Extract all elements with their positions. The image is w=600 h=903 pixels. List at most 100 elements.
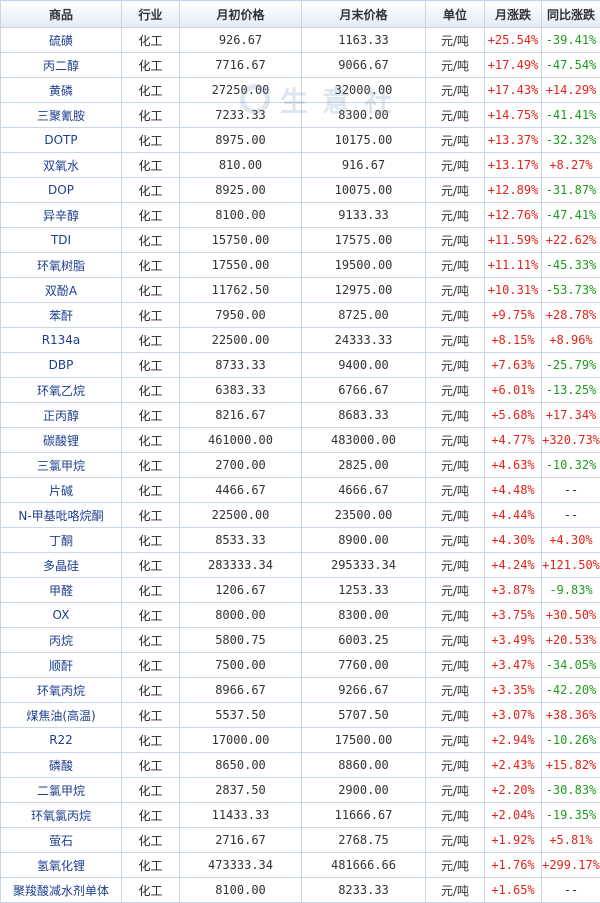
product-name-cell[interactable]: 双氧水 bbox=[1, 153, 122, 178]
product-name-cell[interactable]: DBP bbox=[1, 353, 122, 378]
header-row: 商品 行业 月初价格 月末价格 单位 月涨跌 同比涨跌 bbox=[1, 1, 600, 28]
product-name-cell[interactable]: 正丙醇 bbox=[1, 403, 122, 428]
yoy-change-cell: -47.41% bbox=[542, 203, 600, 228]
product-name-cell[interactable]: OX bbox=[1, 603, 122, 628]
end-price-cell: 19500.00 bbox=[302, 253, 426, 278]
start-price-cell: 2837.50 bbox=[180, 778, 302, 803]
product-name-cell[interactable]: N-甲基吡咯烷酮 bbox=[1, 503, 122, 528]
col-header-product[interactable]: 商品 bbox=[1, 1, 122, 28]
end-price-cell: 295333.34 bbox=[302, 553, 426, 578]
start-price-cell: 5537.50 bbox=[180, 703, 302, 728]
unit-cell: 元/吨 bbox=[426, 453, 485, 478]
product-name-cell[interactable]: 甲醛 bbox=[1, 578, 122, 603]
industry-cell: 化工 bbox=[122, 478, 180, 503]
unit-cell: 元/吨 bbox=[426, 603, 485, 628]
yoy-change-cell: +28.78% bbox=[542, 303, 600, 328]
unit-cell: 元/吨 bbox=[426, 78, 485, 103]
unit-cell: 元/吨 bbox=[426, 278, 485, 303]
unit-cell: 元/吨 bbox=[426, 653, 485, 678]
start-price-cell: 11762.50 bbox=[180, 278, 302, 303]
yoy-change-cell: +14.29% bbox=[542, 78, 600, 103]
yoy-change-cell: -39.41% bbox=[542, 28, 600, 53]
start-price-cell: 283333.34 bbox=[180, 553, 302, 578]
product-name-cell[interactable]: 环氧丙烷 bbox=[1, 678, 122, 703]
product-name-cell[interactable]: 三聚氰胺 bbox=[1, 103, 122, 128]
industry-cell: 化工 bbox=[122, 178, 180, 203]
product-name-cell[interactable]: 丁酮 bbox=[1, 528, 122, 553]
end-price-cell: 32000.00 bbox=[302, 78, 426, 103]
end-price-cell: 8300.00 bbox=[302, 103, 426, 128]
product-name-cell[interactable]: 异辛醇 bbox=[1, 203, 122, 228]
yoy-change-cell: +5.81% bbox=[542, 828, 600, 853]
end-price-cell: 916.67 bbox=[302, 153, 426, 178]
unit-cell: 元/吨 bbox=[426, 178, 485, 203]
monthly-change-cell: +3.07% bbox=[485, 703, 542, 728]
unit-cell: 元/吨 bbox=[426, 728, 485, 753]
yoy-change-cell: -19.35% bbox=[542, 803, 600, 828]
product-name-cell[interactable]: TDI bbox=[1, 228, 122, 253]
col-header-yoy-change[interactable]: 同比涨跌 bbox=[542, 1, 600, 28]
product-name-cell[interactable]: 顺酐 bbox=[1, 653, 122, 678]
product-name-cell[interactable]: DOP bbox=[1, 178, 122, 203]
product-name-cell[interactable]: 多晶硅 bbox=[1, 553, 122, 578]
yoy-change-cell: +320.73% bbox=[542, 428, 600, 453]
product-name-cell[interactable]: 片碱 bbox=[1, 478, 122, 503]
unit-cell: 元/吨 bbox=[426, 503, 485, 528]
industry-cell: 化工 bbox=[122, 278, 180, 303]
col-header-monthly-change[interactable]: 月涨跌 bbox=[485, 1, 542, 28]
yoy-change-cell: +30.50% bbox=[542, 603, 600, 628]
col-header-unit[interactable]: 单位 bbox=[426, 1, 485, 28]
monthly-change-cell: +5.68% bbox=[485, 403, 542, 428]
product-name-cell[interactable]: 煤焦油(高温) bbox=[1, 703, 122, 728]
end-price-cell: 5707.50 bbox=[302, 703, 426, 728]
unit-cell: 元/吨 bbox=[426, 678, 485, 703]
product-name-cell[interactable]: 三氯甲烷 bbox=[1, 453, 122, 478]
monthly-change-cell: +7.63% bbox=[485, 353, 542, 378]
monthly-change-cell: +13.17% bbox=[485, 153, 542, 178]
start-price-cell: 22500.00 bbox=[180, 503, 302, 528]
product-name-cell[interactable]: 苯酐 bbox=[1, 303, 122, 328]
product-name-cell[interactable]: 氢氧化锂 bbox=[1, 853, 122, 878]
product-name-cell[interactable]: 双酚A bbox=[1, 278, 122, 303]
industry-cell: 化工 bbox=[122, 103, 180, 128]
product-name-cell[interactable]: 环氧氯丙烷 bbox=[1, 803, 122, 828]
product-name-cell[interactable]: 环氧乙烷 bbox=[1, 378, 122, 403]
yoy-change-cell: -10.32% bbox=[542, 453, 600, 478]
product-name-cell[interactable]: 碳酸锂 bbox=[1, 428, 122, 453]
product-name-cell[interactable]: 丙烷 bbox=[1, 628, 122, 653]
start-price-cell: 8966.67 bbox=[180, 678, 302, 703]
start-price-cell: 7233.33 bbox=[180, 103, 302, 128]
industry-cell: 化工 bbox=[122, 328, 180, 353]
product-name-cell[interactable]: 萤石 bbox=[1, 828, 122, 853]
product-name-cell[interactable]: R134a bbox=[1, 328, 122, 353]
product-name-cell[interactable]: 磷酸 bbox=[1, 753, 122, 778]
industry-cell: 化工 bbox=[122, 503, 180, 528]
col-header-end-price[interactable]: 月末价格 bbox=[302, 1, 426, 28]
end-price-cell: 6766.67 bbox=[302, 378, 426, 403]
monthly-change-cell: +4.77% bbox=[485, 428, 542, 453]
unit-cell: 元/吨 bbox=[426, 778, 485, 803]
col-header-industry[interactable]: 行业 bbox=[122, 1, 180, 28]
product-name-cell[interactable]: 黄磷 bbox=[1, 78, 122, 103]
product-name-cell[interactable]: 二氯甲烷 bbox=[1, 778, 122, 803]
col-header-start-price[interactable]: 月初价格 bbox=[180, 1, 302, 28]
monthly-change-cell: +12.89% bbox=[485, 178, 542, 203]
unit-cell: 元/吨 bbox=[426, 853, 485, 878]
product-name-cell[interactable]: 硫磺 bbox=[1, 28, 122, 53]
yoy-change-cell: -34.05% bbox=[542, 653, 600, 678]
product-name-cell[interactable]: 聚羧酸减水剂单体 bbox=[1, 878, 122, 903]
product-name-cell[interactable]: DOTP bbox=[1, 128, 122, 153]
industry-cell: 化工 bbox=[122, 453, 180, 478]
product-name-cell[interactable]: 环氧树脂 bbox=[1, 253, 122, 278]
monthly-change-cell: +10.31% bbox=[485, 278, 542, 303]
product-name-cell[interactable]: R22 bbox=[1, 728, 122, 753]
product-name-cell[interactable]: 丙二醇 bbox=[1, 53, 122, 78]
